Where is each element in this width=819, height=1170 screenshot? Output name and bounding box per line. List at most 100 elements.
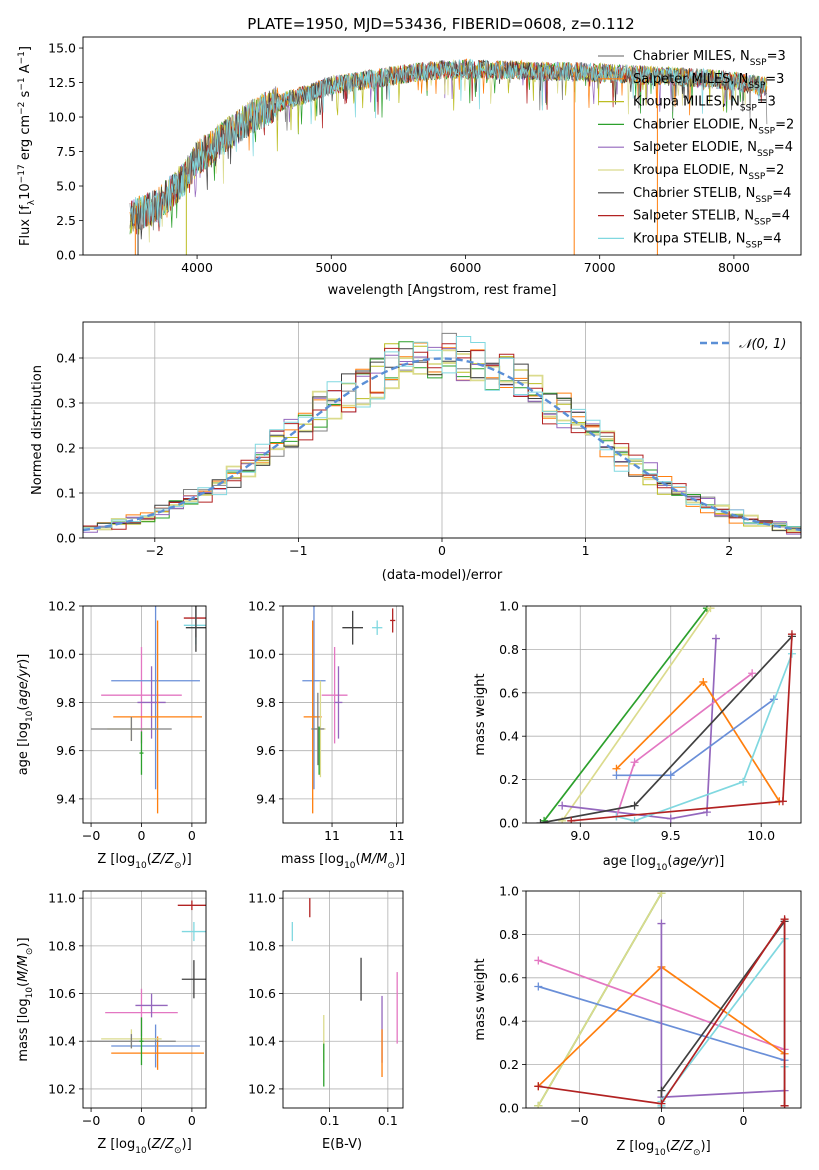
y-tick-label: 10.0 bbox=[248, 647, 276, 662]
y-axis-label: mass weight bbox=[473, 673, 488, 755]
y-tick-label: 10.0 bbox=[48, 110, 76, 125]
weight-marker bbox=[706, 606, 715, 613]
y-tick-label: 0.2 bbox=[56, 441, 76, 456]
y-tick-label: 10.0 bbox=[48, 647, 76, 662]
weight-marker bbox=[780, 915, 789, 924]
gaussian-curve bbox=[83, 357, 801, 532]
y-tick-label: 1.0 bbox=[499, 599, 519, 614]
y-tick-label: 0.3 bbox=[56, 396, 76, 411]
grid bbox=[283, 605, 403, 823]
x-tick-label: 4000 bbox=[181, 260, 213, 275]
weight-marker bbox=[558, 801, 567, 810]
legend-label: Kroupa MILES, NSSP=3 bbox=[633, 95, 776, 114]
legend-label: Salpeter STELIB, NSSP=4 bbox=[633, 209, 790, 228]
x-axis-label: E(B-V) bbox=[322, 1137, 362, 1152]
x-axis-label: Z [log10(Z/Z⊙)] bbox=[616, 1139, 710, 1158]
y-tick-label: 15.0 bbox=[48, 41, 76, 56]
weight-line bbox=[615, 680, 781, 802]
x-tick-label: 11 bbox=[324, 828, 340, 843]
plot-area bbox=[534, 891, 789, 1108]
legend-label: Kroupa STELIB, NSSP=4 bbox=[633, 231, 782, 250]
plot-area bbox=[302, 606, 396, 814]
y-axis-label: Normed distribution bbox=[30, 365, 45, 495]
weight-vs-z-panel: −0 0 0 0.0 0.2 0.4 0.6 0.8 1.0 Z [log10(Z/Z⊙)] mas… bbox=[473, 884, 802, 1158]
y-tick-label: 9.8 bbox=[56, 695, 76, 710]
y-tick-label: 9.6 bbox=[56, 743, 76, 758]
x-axis-label: Z [log10(Z/Z⊙)] bbox=[97, 852, 191, 871]
y-tick-label: 0.2 bbox=[499, 1057, 519, 1072]
weight-line bbox=[537, 892, 663, 1107]
x-tick-label: 0 bbox=[137, 828, 145, 843]
y-tick-label: 10.4 bbox=[248, 1034, 276, 1049]
x-tick-label: 0 bbox=[438, 543, 446, 558]
y-tick-label: 10.8 bbox=[48, 938, 76, 953]
legend: Chabrier MILES, NSSP=3 Salpeter MILES, NS… bbox=[598, 49, 794, 250]
mass-vs-z-panel: −0 0 0 10.2 10.4 10.6 10.8 11.0 Z [log10(Z/Z⊙)] m… bbox=[16, 890, 207, 1156]
plot-area bbox=[536, 606, 796, 823]
x-tick-label: 0.1 bbox=[378, 1113, 398, 1128]
weight-marker bbox=[630, 758, 639, 767]
grid bbox=[83, 891, 206, 1108]
weight-marker bbox=[739, 777, 748, 786]
x-tick-label: 5000 bbox=[315, 260, 347, 275]
age-vs-z-panel: −0 0 0 9.4 9.6 9.8 10.0 10.2 Z [log10(Z/Z⊙)] age … bbox=[16, 599, 207, 871]
x-tick-label: 0 bbox=[188, 1113, 196, 1128]
x-tick-label: 0.1 bbox=[320, 1113, 340, 1128]
x-axis-label: Z [log10(Z/Z⊙)] bbox=[97, 1137, 191, 1156]
x-tick-label: 0 bbox=[657, 1113, 665, 1128]
weight-marker bbox=[534, 1082, 543, 1091]
weight-line bbox=[561, 607, 712, 822]
y-tick-label: 0.4 bbox=[499, 1014, 519, 1029]
weight-marker bbox=[699, 677, 708, 686]
y-tick-label: 9.8 bbox=[256, 695, 276, 710]
legend-label: Chabrier STELIB, NSSP=4 bbox=[633, 186, 791, 205]
weight-marker bbox=[536, 819, 545, 823]
weight-marker bbox=[630, 801, 639, 810]
residuals-panel: −2 −1 0 1 2 0.0 0.1 0.2 0.3 0.4 𝒩(0, 1) (data-model… bbox=[30, 321, 802, 583]
weight-marker bbox=[630, 816, 639, 823]
y-tick-label: 5.0 bbox=[56, 179, 76, 194]
y-tick-label: 10.2 bbox=[248, 599, 276, 614]
legend-label: Kroupa ELODIE, NSSP=2 bbox=[633, 163, 784, 182]
legend-label: Salpeter MILES, NSSP=3 bbox=[633, 72, 784, 91]
plot-area bbox=[291, 898, 398, 1087]
y-tick-label: 0.4 bbox=[56, 351, 76, 366]
y-tick-label: 0.6 bbox=[499, 970, 519, 985]
plot-area bbox=[83, 332, 801, 537]
legend-label: Salpeter ELODIE, NSSP=4 bbox=[633, 140, 793, 159]
x-tick-label: 8000 bbox=[718, 260, 750, 275]
axes-frame bbox=[82, 36, 802, 256]
weight-marker bbox=[657, 891, 666, 898]
weight-marker bbox=[567, 816, 576, 823]
y-tick-label: 7.5 bbox=[56, 144, 76, 159]
y-tick-label: 0.8 bbox=[499, 642, 519, 657]
x-tick-label: −2 bbox=[146, 543, 164, 558]
y-tick-label: 9.4 bbox=[56, 791, 76, 806]
weight-line bbox=[538, 916, 786, 1106]
weight-line bbox=[562, 638, 717, 820]
weight-marker bbox=[787, 649, 796, 658]
weight-marker bbox=[534, 982, 543, 991]
weight-marker bbox=[666, 771, 675, 780]
y-tick-label: 0.6 bbox=[499, 685, 519, 700]
axes-frame bbox=[282, 605, 404, 824]
figure-title: PLATE=1950, MJD=53436, FIBERID=0608, z=0… bbox=[247, 15, 634, 33]
x-axis-label: mass [log10(M/M⊙)] bbox=[281, 852, 405, 871]
axes-frame bbox=[82, 321, 802, 539]
x-tick-label: 2 bbox=[725, 543, 733, 558]
x-tick-label: 6000 bbox=[450, 260, 482, 275]
y-tick-label: 10.8 bbox=[248, 938, 276, 953]
y-axis-label: mass weight bbox=[473, 958, 488, 1040]
weight-marker bbox=[711, 634, 720, 643]
x-tick-label: −0 bbox=[570, 1113, 588, 1128]
x-axis-label: age [log10(age/yr)] bbox=[603, 854, 725, 873]
x-tick-label: −1 bbox=[289, 543, 307, 558]
y-axis-label: Flux [fλ10−17 erg cm−2 s−1 A−1] bbox=[17, 46, 37, 246]
y-tick-label: 9.6 bbox=[256, 743, 276, 758]
y-tick-label: 9.4 bbox=[256, 791, 276, 806]
axes-frame bbox=[82, 890, 207, 1109]
x-tick-label: 1 bbox=[582, 543, 590, 558]
weight-marker bbox=[666, 814, 675, 823]
weight-marker bbox=[612, 771, 621, 780]
